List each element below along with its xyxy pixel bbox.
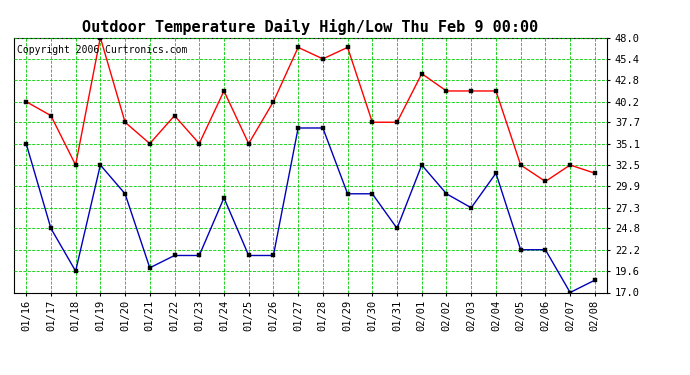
Title: Outdoor Temperature Daily High/Low Thu Feb 9 00:00: Outdoor Temperature Daily High/Low Thu F… (82, 19, 539, 35)
Text: Copyright 2006 Curtronics.com: Copyright 2006 Curtronics.com (17, 45, 187, 55)
